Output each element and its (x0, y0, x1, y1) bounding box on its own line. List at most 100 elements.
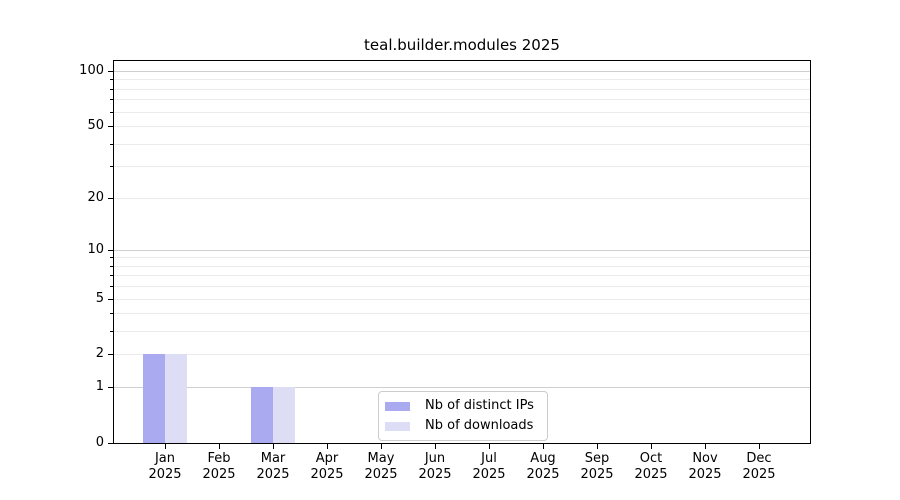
gridline-minor (114, 166, 810, 167)
y-tick-label: 20 (87, 190, 104, 205)
x-tick-label-line: Jul (481, 451, 497, 466)
x-tick-label: Sep 2025 (557, 451, 637, 483)
x-axis-tick (219, 444, 220, 449)
y-tick-label: 50 (87, 118, 104, 133)
x-tick-label-line: Mar (260, 451, 286, 466)
x-tick-label: Nov 2025 (665, 451, 745, 483)
bar-distinct-ips (143, 354, 165, 443)
x-tick-label-line: Jan (154, 451, 176, 466)
x-axis-tick (705, 444, 706, 449)
x-tick-label-line: 2025 (148, 467, 182, 482)
x-axis-tick (651, 444, 652, 449)
x-tick-label-line: 2025 (580, 467, 614, 482)
x-axis-tick (165, 444, 166, 449)
y-axis-tick (108, 354, 114, 355)
x-axis-tick (435, 444, 436, 449)
x-tick-label: Mar 2025 (233, 451, 313, 483)
x-tick-label: Jul 2025 (449, 451, 529, 483)
x-axis-tick (489, 444, 490, 449)
y-axis-minor-tick (110, 79, 114, 80)
gridline-minor (114, 144, 810, 145)
legend-item-distinct-ips: Nb of distinct IPs (385, 398, 539, 414)
y-axis-tick (108, 71, 114, 72)
y-axis-tick (108, 198, 114, 199)
y-axis-minor-tick (110, 112, 114, 113)
y-axis-tick (108, 443, 114, 444)
gridline-minor (114, 275, 810, 276)
x-tick-label-line: 2025 (742, 467, 776, 482)
x-tick-label-line: Jun (424, 451, 446, 466)
gridline-minor (114, 257, 810, 258)
y-axis-tick (108, 299, 114, 300)
bar-downloads (273, 387, 295, 443)
x-tick-label-line: May (367, 451, 395, 466)
x-tick-label-line: Nov (692, 451, 718, 466)
x-tick-label-line: 2025 (364, 467, 398, 482)
y-axis-minor-tick (110, 166, 114, 167)
x-tick-label: Dec 2025 (719, 451, 799, 483)
x-tick-label-line: Aug (530, 451, 556, 466)
x-axis-tick (381, 444, 382, 449)
gridline-minor (114, 266, 810, 267)
y-axis-minor-tick (110, 144, 114, 145)
bar-downloads (165, 354, 187, 443)
x-axis-tick (327, 444, 328, 449)
gridline-major (114, 126, 810, 127)
gridline-minor (114, 79, 810, 80)
bar-distinct-ips (251, 387, 273, 443)
y-axis-minor-tick (110, 257, 114, 258)
x-tick-label-line: 2025 (310, 467, 344, 482)
legend: Nb of distinct IPs Nb of downloads (378, 391, 548, 441)
x-tick-label-line: Feb (207, 451, 231, 466)
y-tick-label: 10 (87, 242, 104, 257)
x-tick-label: Jan 2025 (125, 451, 205, 483)
gridline-minor (114, 89, 810, 90)
y-tick-label: 1 (95, 379, 104, 394)
x-tick-label-line: Sep (584, 451, 610, 466)
legend-swatch-distinct-ips-icon (385, 401, 410, 411)
x-tick-label: Feb 2025 (179, 451, 259, 483)
y-axis-minor-tick (110, 275, 114, 276)
x-tick-label: Jun 2025 (395, 451, 475, 483)
y-axis-tick (108, 126, 114, 127)
gridline-major (114, 71, 810, 72)
x-axis-tick (597, 444, 598, 449)
gridline-minor (114, 99, 810, 100)
x-tick-label-line: 2025 (634, 467, 668, 482)
legend-swatch-downloads-icon (385, 421, 410, 431)
x-tick-label-line: 2025 (418, 467, 452, 482)
gridline-major (114, 299, 810, 300)
y-axis-minor-tick (110, 99, 114, 100)
y-axis-minor-tick (110, 313, 114, 314)
legend-label-distinct-ips: Nb of distinct IPs (425, 398, 534, 413)
x-tick-label: Apr 2025 (287, 451, 367, 483)
x-tick-label-line: 2025 (256, 467, 290, 482)
x-tick-label-line: Apr (315, 451, 339, 466)
gridline-major (114, 198, 810, 199)
legend-label-downloads: Nb of downloads (425, 418, 534, 433)
x-tick-label-line: Oct (639, 451, 663, 466)
gridline-major (114, 250, 810, 251)
x-tick-label: Oct 2025 (611, 451, 691, 483)
x-axis-tick (273, 444, 274, 449)
y-tick-label: 100 (79, 63, 104, 78)
x-tick-label-line: 2025 (202, 467, 236, 482)
gridline-minor (114, 286, 810, 287)
y-axis-tick (108, 387, 114, 388)
x-tick-label-line: 2025 (688, 467, 722, 482)
x-axis-tick (759, 444, 760, 449)
x-tick-label: May 2025 (341, 451, 421, 483)
y-axis-minor-tick (110, 266, 114, 267)
gridline-major (114, 354, 810, 355)
x-tick-label-line: 2025 (526, 467, 560, 482)
x-tick-label-line: 2025 (472, 467, 506, 482)
chart-title: teal.builder.modules 2025 (364, 36, 560, 54)
y-axis-minor-tick (110, 89, 114, 90)
gridline-major (114, 387, 810, 388)
y-tick-label: 0 (95, 435, 104, 450)
x-axis-tick (543, 444, 544, 449)
y-axis-tick (108, 250, 114, 251)
gridline-minor (114, 331, 810, 332)
x-tick-label: Aug 2025 (503, 451, 583, 483)
